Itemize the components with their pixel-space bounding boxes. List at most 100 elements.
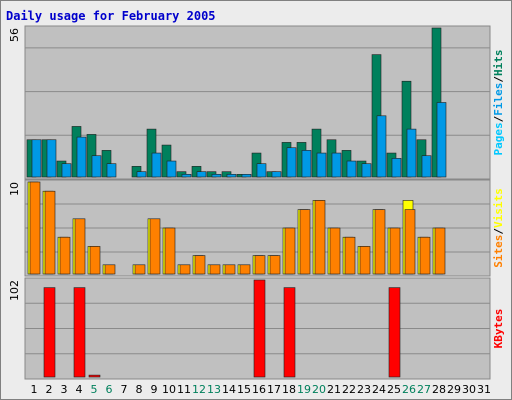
bar-files-day-4 bbox=[76, 136, 87, 178]
bar-sites-day-11 bbox=[179, 264, 191, 275]
bar-sites-day-25 bbox=[389, 227, 401, 275]
bar-kbytes-day-2 bbox=[43, 287, 56, 378]
bar-sites-day-2 bbox=[44, 190, 56, 275]
bar-files-day-15 bbox=[241, 174, 252, 178]
x-tick-label: 13 bbox=[207, 383, 221, 396]
panel-bottom: 102 KBytes bbox=[8, 277, 505, 380]
bar-files-day-1 bbox=[31, 139, 42, 178]
y-max-label-top: 56 bbox=[8, 28, 21, 42]
x-tick-label: 21 bbox=[327, 383, 341, 396]
x-tick-label: 6 bbox=[106, 383, 113, 396]
bar-sites-day-6 bbox=[104, 264, 116, 275]
bar-sites-day-24 bbox=[374, 209, 386, 275]
x-tick-label: 9 bbox=[151, 383, 158, 396]
bar-files-day-3 bbox=[61, 163, 72, 178]
legend-entry: Sites bbox=[492, 235, 505, 268]
x-tick-label: 27 bbox=[417, 383, 431, 396]
x-tick-label: 31 bbox=[477, 383, 491, 396]
legend-middle: Sites/Visits bbox=[492, 188, 505, 268]
bar-sites-day-13 bbox=[209, 264, 221, 275]
bar-files-day-9 bbox=[151, 152, 162, 178]
bar-sites-day-12 bbox=[194, 255, 206, 275]
bar-files-day-8 bbox=[136, 171, 147, 178]
x-tick-label: 4 bbox=[76, 383, 83, 396]
bar-files-day-20 bbox=[316, 152, 327, 178]
bar-files-day-23 bbox=[361, 163, 372, 178]
x-tick-label: 20 bbox=[312, 383, 326, 396]
bar-sites-day-27 bbox=[419, 236, 431, 275]
bar-files-day-19 bbox=[301, 150, 312, 178]
x-tick-label: 25 bbox=[387, 383, 401, 396]
legend-top: Pages/Files/Hits bbox=[492, 50, 505, 156]
chart-title: Daily usage for February 2005 bbox=[6, 9, 216, 23]
bar-files-day-28 bbox=[436, 102, 447, 178]
x-tick-label: 5 bbox=[91, 383, 98, 396]
bar-files-day-25 bbox=[391, 158, 402, 178]
x-tick-label: 30 bbox=[462, 383, 476, 396]
bar-sites-day-15 bbox=[239, 264, 251, 275]
x-tick-label: 18 bbox=[282, 383, 296, 396]
bar-files-day-11 bbox=[181, 174, 192, 178]
x-tick-label: 2 bbox=[46, 383, 53, 396]
bar-files-day-24 bbox=[376, 115, 387, 178]
x-tick-label: 28 bbox=[432, 383, 446, 396]
bar-files-day-18 bbox=[286, 147, 297, 178]
bar-sites-day-3 bbox=[59, 236, 71, 275]
x-tick-label: 16 bbox=[252, 383, 266, 396]
x-tick-label: 26 bbox=[402, 383, 416, 396]
bar-sites-day-20 bbox=[314, 200, 326, 275]
bar-files-day-14 bbox=[226, 174, 237, 178]
bar-kbytes-day-25 bbox=[388, 287, 401, 378]
legend-entry: / bbox=[492, 115, 505, 122]
x-tick-label: 3 bbox=[61, 383, 68, 396]
y-max-label-bottom: 102 bbox=[8, 280, 21, 301]
bar-sites-day-14 bbox=[224, 264, 236, 275]
bar-files-day-10 bbox=[166, 160, 177, 178]
legend-entry: KBytes bbox=[492, 309, 505, 349]
legend-entry: Files bbox=[492, 83, 505, 116]
x-axis-day-labels: 1 2 3 4 5 6 7 8 9 10 11 12 13 14 15 16 17 18 19 20 21 22 23 24 2… bbox=[31, 383, 492, 396]
bar-sites-day-17 bbox=[269, 255, 281, 275]
bar-files-day-5 bbox=[91, 155, 102, 178]
bar-sites-day-16 bbox=[254, 255, 266, 275]
panel-middle: 10 Sites/Visits bbox=[8, 179, 505, 277]
bar-files-day-26 bbox=[406, 128, 417, 178]
x-tick-label: 15 bbox=[237, 383, 251, 396]
bar-sites-day-1 bbox=[29, 181, 41, 275]
bar-files-day-27 bbox=[421, 155, 432, 178]
legend-entry: Visits bbox=[492, 188, 505, 228]
bar-files-day-22 bbox=[346, 160, 357, 178]
x-tick-label: 23 bbox=[357, 383, 371, 396]
y-max-label-middle: 10 bbox=[8, 182, 21, 196]
bar-kbytes-day-16 bbox=[253, 279, 266, 378]
bar-sites-day-4 bbox=[74, 218, 86, 275]
bar-files-day-21 bbox=[331, 152, 342, 178]
bar-kbytes-day-4 bbox=[73, 287, 86, 378]
bar-sites-day-5 bbox=[89, 246, 101, 275]
x-tick-label: 8 bbox=[136, 383, 143, 396]
bar-sites-day-23 bbox=[359, 246, 371, 275]
bar-sites-day-18 bbox=[284, 227, 296, 275]
bar-sites-day-9 bbox=[149, 218, 161, 275]
legend-bottom: KBytes bbox=[492, 309, 505, 349]
bar-files-day-2 bbox=[46, 139, 57, 178]
chart-panels: 56Pages/Files/Hits10Sites/Visits102KByte… bbox=[8, 25, 505, 380]
x-tick-label: 10 bbox=[162, 383, 176, 396]
bar-sites-day-21 bbox=[329, 227, 341, 275]
bar-sites-day-8 bbox=[134, 264, 146, 275]
legend-entry: / bbox=[492, 228, 505, 235]
panel-top: 56 Pages/Files/Hits bbox=[8, 25, 505, 180]
legend-entry: / bbox=[492, 76, 505, 83]
x-tick-label: 12 bbox=[192, 383, 206, 396]
bar-sites-day-28 bbox=[434, 227, 446, 275]
legend-entry: Hits bbox=[492, 50, 505, 77]
bar-kbytes-day-5 bbox=[88, 374, 101, 378]
x-tick-label: 1 bbox=[31, 383, 38, 396]
x-tick-label: 14 bbox=[222, 383, 236, 396]
bar-sites-day-19 bbox=[299, 209, 311, 275]
x-tick-label: 17 bbox=[267, 383, 281, 396]
bar-sites-day-10 bbox=[164, 227, 176, 275]
x-tick-label: 22 bbox=[342, 383, 356, 396]
bar-files-day-17 bbox=[271, 171, 282, 178]
